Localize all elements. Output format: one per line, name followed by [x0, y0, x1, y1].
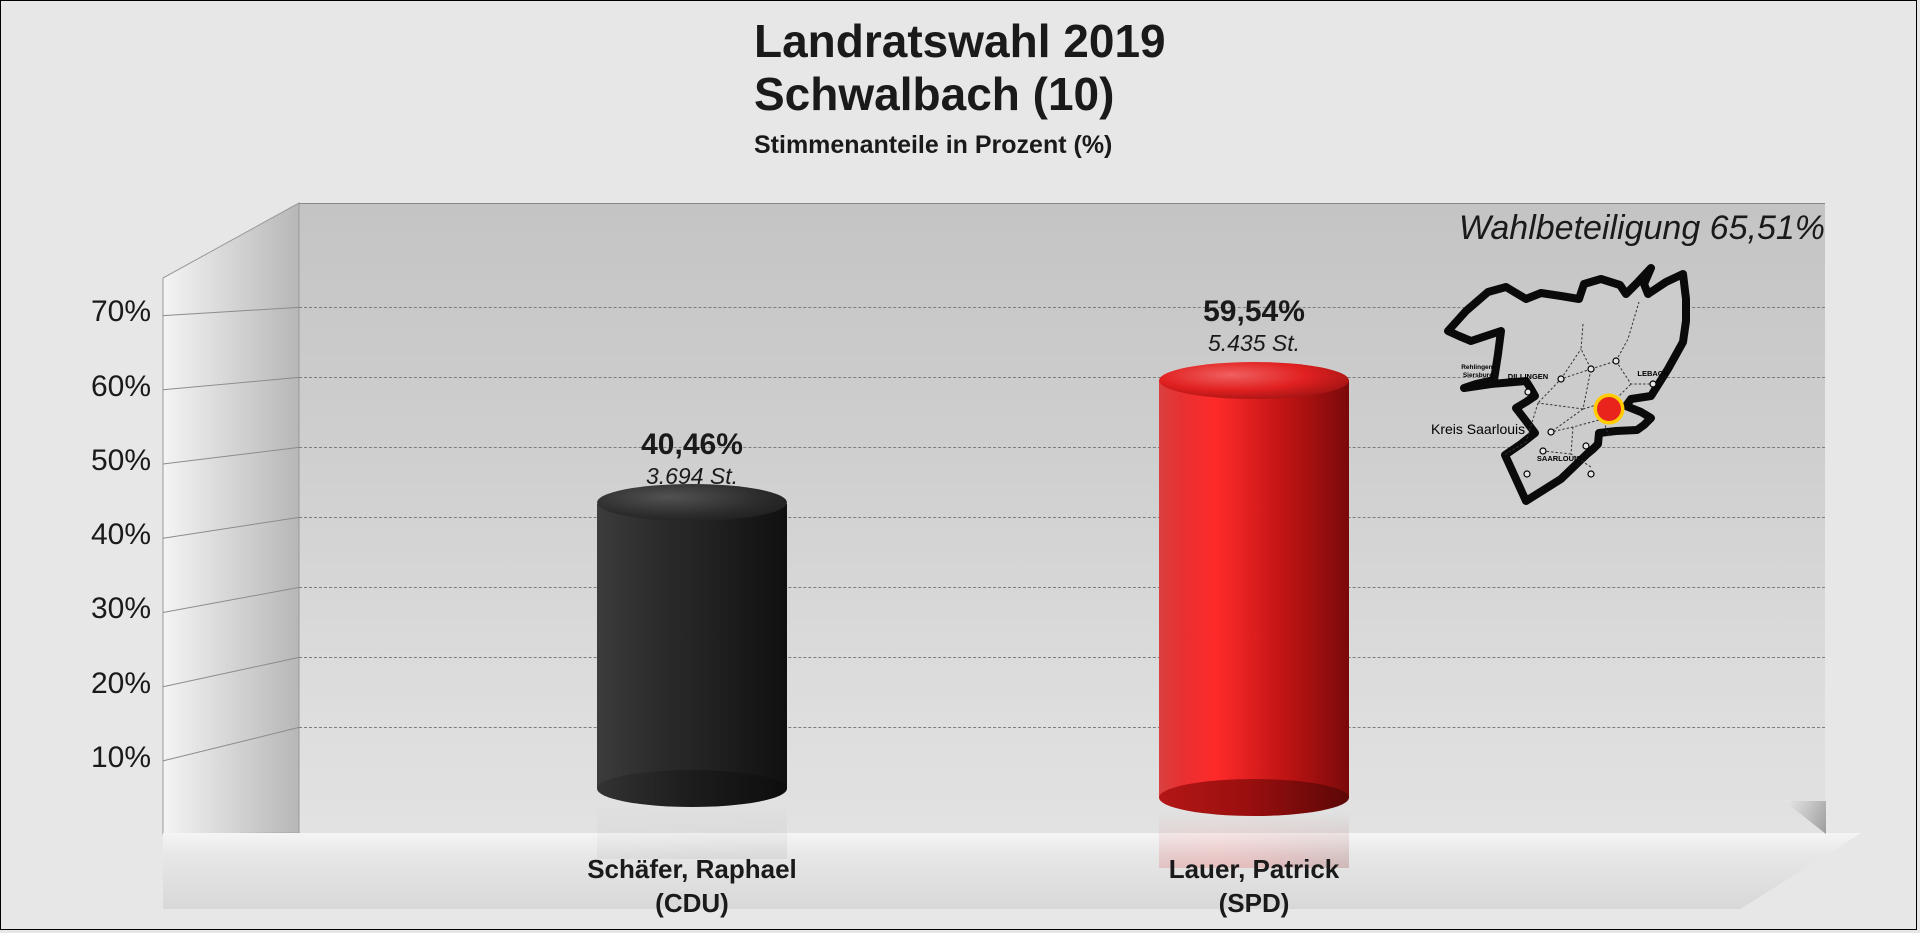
svg-text:DILLINGEN: DILLINGEN	[1508, 372, 1548, 381]
svg-text:LEBACH: LEBACH	[1637, 369, 1668, 378]
svg-text:Siersburg: Siersburg	[1463, 372, 1493, 379]
svg-text:SAARLOUIS: SAARLOUIS	[1537, 454, 1581, 463]
svg-text:Rehlingen-: Rehlingen-	[1461, 364, 1495, 371]
svg-text:Kreis Saarlouis: Kreis Saarlouis	[1431, 421, 1525, 437]
